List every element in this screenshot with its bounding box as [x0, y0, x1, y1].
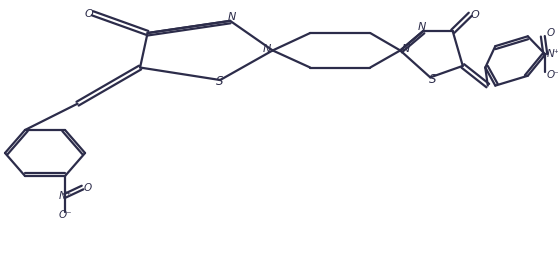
Text: N: N	[402, 45, 410, 54]
Text: O⁻: O⁻	[58, 210, 72, 220]
Text: N⁺: N⁺	[547, 49, 558, 59]
Text: N⁺: N⁺	[59, 191, 71, 201]
Text: O⁻: O⁻	[546, 70, 558, 81]
Text: O: O	[471, 10, 479, 20]
Text: S: S	[217, 75, 224, 89]
Text: O: O	[84, 9, 93, 19]
Text: O: O	[83, 183, 92, 192]
Text: O: O	[547, 28, 555, 38]
Text: N: N	[263, 45, 271, 54]
Text: N: N	[417, 23, 426, 32]
Text: S: S	[429, 73, 436, 86]
Text: N: N	[228, 12, 236, 22]
